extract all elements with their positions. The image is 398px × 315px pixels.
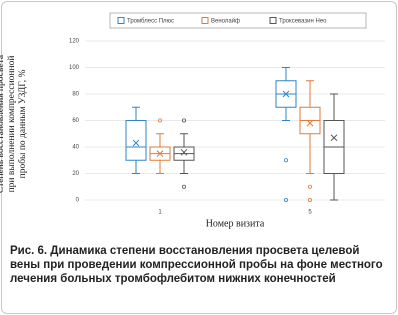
mean-marker bbox=[330, 134, 338, 142]
y-tick-label: 20 bbox=[72, 171, 79, 177]
x-tick-label: 5 bbox=[308, 210, 312, 216]
legend-marker bbox=[269, 17, 277, 24]
y-tick-label: 100 bbox=[69, 65, 80, 71]
mean-marker bbox=[132, 139, 140, 147]
y-tick-label: 80 bbox=[72, 92, 79, 98]
legend-marker bbox=[201, 17, 209, 24]
y-label-box: Степень восстановления просвета при выпо… bbox=[0, 54, 28, 194]
legend-label: Тромблесс Плюс bbox=[127, 19, 174, 25]
x-tick-label: 1 bbox=[158, 210, 162, 216]
legend-marker bbox=[117, 17, 125, 24]
box bbox=[125, 120, 147, 161]
chart: Степень восстановления просвета при выпо… bbox=[0, 12, 385, 229]
y-tick-label: 40 bbox=[72, 145, 79, 151]
y-tick-label: 60 bbox=[72, 118, 79, 124]
mean-marker bbox=[282, 90, 290, 98]
legend-label: Троксевазин Нео bbox=[279, 19, 327, 25]
mean-marker bbox=[306, 119, 314, 127]
y-axis-title: Степень восстановления просвета при выпо… bbox=[0, 54, 28, 194]
legend-frame bbox=[109, 12, 367, 29]
x-axis-title: Номер визита bbox=[206, 218, 265, 229]
mean-marker bbox=[156, 150, 164, 157]
legend-label: Венолайф bbox=[211, 18, 240, 25]
outlier bbox=[157, 118, 162, 123]
outlier bbox=[283, 158, 288, 163]
outlier bbox=[181, 184, 186, 189]
outlier bbox=[181, 118, 186, 123]
y-tick-label: 0 bbox=[76, 198, 80, 204]
outlier bbox=[307, 184, 312, 189]
mean-marker bbox=[180, 148, 188, 156]
y-tick-label: 120 bbox=[69, 39, 80, 45]
caption: Рис. 6. Динамика степени восстановления … bbox=[10, 245, 383, 285]
outlier bbox=[307, 197, 312, 202]
outlier bbox=[283, 197, 288, 202]
